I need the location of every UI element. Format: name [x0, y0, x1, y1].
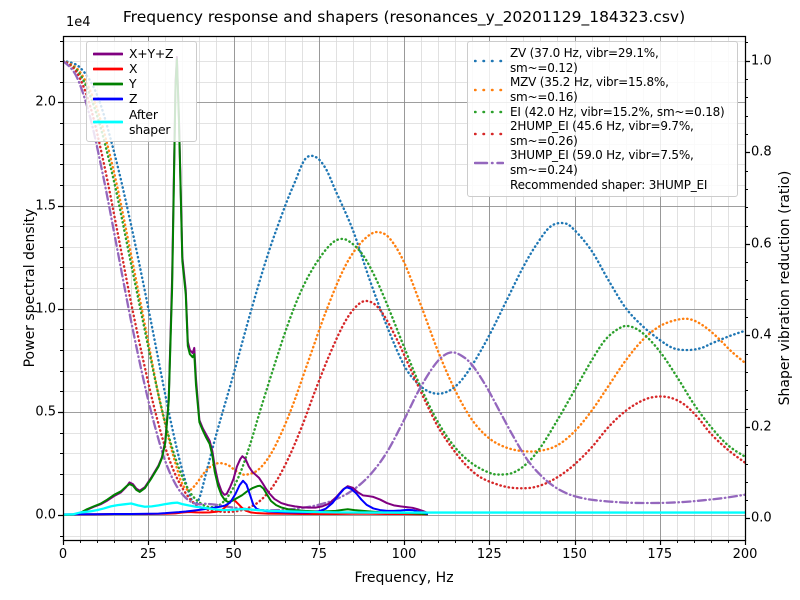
y-right-axis-label: Shaper vibration reduction (ratio) — [777, 170, 793, 406]
legend-item-label: MZV (35.2 Hz, vibr=15.8%, sm~=0.16) — [510, 75, 669, 104]
tick-label: 0.0 — [751, 510, 772, 526]
legend-item: X — [93, 61, 188, 76]
tick-label: 25 — [139, 547, 157, 562]
legend-item-label: X+Y+Z — [129, 46, 174, 61]
tick-label: 1.0 — [751, 53, 772, 69]
legend-item-label: Y — [129, 76, 137, 92]
legend-item: EI (42.0 Hz, vibr=15.2%, sm~=0.18) — [474, 105, 729, 120]
legend-item: After shaper — [93, 107, 188, 137]
x-axis-label: Frequency, Hz — [354, 570, 454, 586]
dotted-line-sample-icon — [474, 110, 504, 114]
legend-item: Y — [93, 76, 188, 91]
legend-item: X+Y+Z — [93, 46, 188, 61]
tick-label: 125 — [476, 547, 502, 562]
legend-item: Z — [93, 91, 188, 106]
dotted-line-sample-icon — [474, 132, 504, 135]
legend-item-label: 2HUMP_EI (45.6 Hz, vibr=9.7%, sm~=0.26) — [510, 119, 694, 148]
dashdot-line-sample-icon — [474, 161, 504, 165]
tick-label: 0 — [58, 547, 68, 562]
legend-shapers: ZV (37.0 Hz, vibr=29.1%, sm~=0.12) MZV (3… — [467, 41, 738, 198]
legend-item: 3HUMP_EI (59.0 Hz, vibr=7.5%, sm~=0.24) — [474, 148, 729, 177]
tick-label: 0.5 — [35, 404, 56, 420]
y-left-axis-label: Power spectral density — [22, 208, 38, 368]
tick-label: 0.8 — [751, 144, 772, 160]
tick-label: 50 — [225, 547, 242, 562]
tick-label: 100 — [391, 547, 417, 562]
tick-label: 0.6 — [751, 236, 772, 252]
legend-item: MZV (35.2 Hz, vibr=15.8%, sm~=0.16) — [474, 75, 729, 104]
legend-item: 2HUMP_EI (45.6 Hz, vibr=9.7%, sm~=0.26) — [474, 119, 729, 148]
solid-line-sample-icon — [93, 52, 123, 55]
solid-line-sample-icon — [93, 97, 123, 101]
tick-label: 0.2 — [751, 419, 772, 435]
tick-label: 1.0 — [35, 301, 56, 317]
chart-title: Frequency response and shapers (resonanc… — [122, 8, 686, 26]
tick-label: 2.0 — [35, 94, 56, 110]
legend-item-label: 3HUMP_EI (59.0 Hz, vibr=7.5%, sm~=0.24) — [510, 148, 694, 177]
legend-item-label: ZV (37.0 Hz, vibr=29.1%, sm~=0.12) — [510, 46, 659, 75]
tick-label: 75 — [310, 547, 328, 562]
tick-label: 0.0 — [35, 507, 56, 523]
tick-label: 150 — [562, 547, 587, 562]
solid-line-sample-icon — [93, 120, 123, 124]
dotted-line-sample-icon — [474, 88, 504, 92]
tick-label: 175 — [647, 547, 673, 562]
legend-item: ZV (37.0 Hz, vibr=29.1%, sm~=0.12) — [474, 46, 729, 75]
legend-item-label: X — [129, 61, 138, 77]
solid-line-sample-icon — [93, 82, 123, 86]
solid-line-sample-icon — [93, 67, 123, 71]
legend-footer: Recommended shaper: 3HUMP_EI — [474, 178, 729, 193]
legend-item-label: EI (42.0 Hz, vibr=15.2%, sm~=0.18) — [510, 104, 725, 119]
tick-label: 0.4 — [751, 327, 772, 343]
legend-psd: X+Y+Z X Y Z After shaper — [86, 41, 197, 142]
legend-item-label: Z — [129, 91, 138, 107]
recommended-shaper-text: Recommended shaper: 3HUMP_EI — [510, 177, 708, 192]
legend-item-label: After shaper — [129, 106, 171, 137]
axis-offset-label: 1e4 — [66, 15, 91, 30]
dotted-line-sample-icon — [474, 59, 504, 62]
tick-label: 1.5 — [35, 198, 56, 214]
tick-label: 200 — [732, 547, 758, 562]
